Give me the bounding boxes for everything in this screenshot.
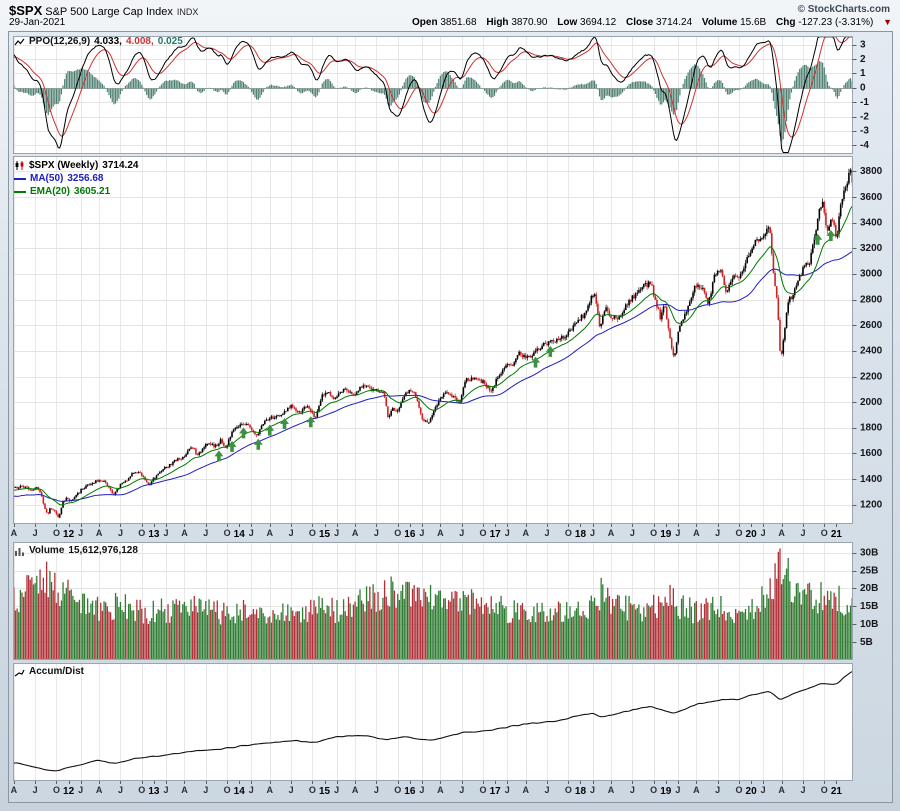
open-label: Open [412, 17, 438, 28]
copyright: © StockCharts.com [797, 4, 890, 15]
exchange-label: INDX [176, 7, 199, 17]
line-icon [14, 669, 25, 676]
volume-value: 15.6B [740, 17, 767, 28]
ppo-histogram-value: 0.025 [157, 36, 183, 47]
ma50-label: MA(50) [30, 173, 64, 184]
candlestick-icon [15, 161, 24, 170]
ema20-line-swatch [14, 190, 26, 193]
price-legend: $SPX (Weekly) 3714.24 MA(50) 3256.68 EMA… [14, 159, 138, 198]
down-triangle-icon: ▼ [883, 17, 892, 27]
accum-dist-legend: Accum/Dist [14, 666, 84, 678]
low-label: Low [557, 17, 578, 28]
quote-summary: Open 3851.68 High 3870.90 Low 3694.12 Cl… [412, 17, 892, 28]
volume-panel-value: 15,612,976,128 [68, 545, 138, 556]
ema20-label: EMA(20) [30, 186, 71, 197]
ma50-line-swatch [14, 177, 26, 180]
volume-label: Volume [701, 17, 738, 28]
chart-canvas [9, 32, 892, 802]
ppo-signal-value: 4.008, [125, 36, 154, 47]
chg-value: -127.23 (-3.31%) [798, 17, 874, 28]
symbol: $SPX [9, 3, 43, 18]
low-value: 3694.12 [580, 17, 617, 28]
open-value: 3851.68 [440, 17, 477, 28]
date-row: 29-Jan-2021 [9, 17, 65, 28]
price-legend-symbol-row: $SPX (Weekly) 3714.24 [14, 159, 138, 172]
high-value: 3870.90 [511, 17, 548, 28]
index-name: S&P 500 Large Cap Index [45, 6, 173, 18]
close-label: Close [625, 17, 654, 28]
accum-dist-label: Accum/Dist [29, 666, 85, 677]
ema20-value: 3605.21 [74, 186, 111, 197]
close-value: 3714.24 [655, 17, 693, 28]
chart-frame: PPO(12,26,9) 4.033, 4.008, 0.025 $SPX (W… [8, 31, 893, 803]
ppo-value: 4.033, [94, 36, 122, 47]
ma50-legend-row: MA(50) 3256.68 [14, 172, 138, 185]
high-label: High [486, 17, 509, 28]
chart-date: 29-Jan-2021 [9, 17, 66, 28]
ema20-legend-row: EMA(20) 3605.21 [14, 185, 138, 198]
price-close-value: 3714.24 [102, 160, 139, 171]
title-row: $SPX S&P 500 Large Cap Index INDX [9, 2, 198, 20]
chg-label: Chg [776, 17, 796, 28]
price-symbol-label: $SPX (Weekly) [29, 160, 99, 171]
volume-bars-icon [15, 547, 24, 556]
ppo-legend: PPO(12,26,9) 4.033, 4.008, 0.025 [14, 36, 183, 48]
volume-legend: Volume 15,612,976,128 [14, 545, 138, 557]
volume-panel-label: Volume [29, 545, 65, 556]
ppo-label: PPO(12,26,9) [29, 36, 91, 47]
chart-header: $SPX S&P 500 Large Cap Index INDX © StockC… [0, 0, 900, 31]
ma50-value: 3256.68 [67, 173, 104, 184]
line-chart-icon [14, 38, 25, 45]
